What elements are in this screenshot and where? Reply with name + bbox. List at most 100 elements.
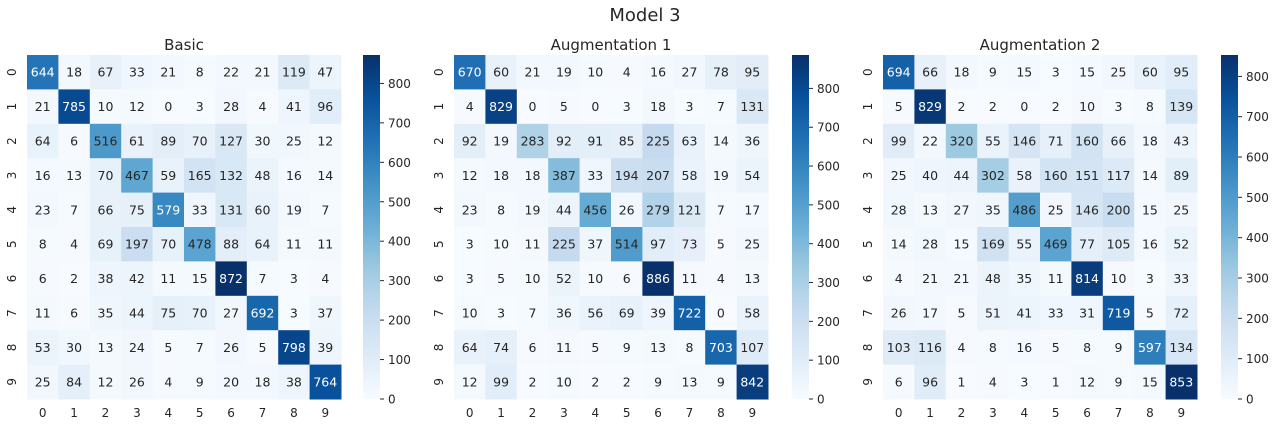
heatmap-cell — [309, 55, 342, 90]
cell-value-label: 6 — [623, 271, 631, 286]
y-tick-label: 9 — [432, 378, 446, 386]
cell-value-label: 11 — [525, 237, 541, 252]
heatmap-cell — [1102, 364, 1135, 400]
cell-value-label: 146 — [1075, 202, 1099, 217]
heatmap-cell — [309, 89, 342, 125]
heatmap-cell — [736, 192, 769, 228]
heatmap-cell — [611, 55, 643, 90]
cell-value-label: 3 — [623, 99, 631, 114]
cell-value-label: 5 — [895, 99, 903, 114]
cell-value-label: 27 — [682, 65, 698, 80]
cell-value-label: 3 — [1146, 271, 1154, 286]
heatmap-cell — [1040, 123, 1072, 159]
cell-value-label: 320 — [950, 134, 974, 149]
heatmap-cell — [516, 123, 549, 159]
cell-value-label: 37 — [587, 237, 603, 252]
heatmap-cell — [883, 227, 915, 262]
y-tick-label: 0 — [861, 68, 875, 76]
heatmap-cell — [736, 123, 769, 159]
heatmap-cell — [27, 295, 59, 331]
cell-value-label: 200 — [1107, 202, 1131, 217]
cell-value-label: 9 — [989, 65, 997, 80]
cell-value-label: 0 — [164, 99, 172, 114]
cell-value-label: 44 — [556, 202, 572, 217]
heatmap-cell — [27, 261, 59, 297]
cell-value-label: 478 — [188, 237, 212, 252]
heatmap-cell — [215, 295, 248, 331]
heatmap-cell — [548, 295, 581, 331]
cell-value-label: 0 — [591, 99, 599, 114]
heatmap-cell — [184, 55, 216, 90]
heatmap-cell — [705, 227, 738, 262]
heatmap-cell — [945, 89, 978, 125]
heatmap-cell — [705, 89, 738, 125]
heatmap-cell — [89, 123, 122, 159]
heatmap-cell — [611, 261, 643, 297]
cell-value-label: 25 — [1048, 202, 1064, 217]
x-tick-label: 4 — [164, 406, 172, 420]
cell-value-label: 70 — [192, 306, 208, 321]
cell-value-label: 7 — [196, 340, 204, 355]
cell-value-label: 95 — [744, 65, 760, 80]
heatmap-cell — [611, 89, 643, 125]
cell-value-label: 5 — [717, 237, 725, 252]
x-tick-label: 9 — [1177, 406, 1185, 420]
cell-value-label: 25 — [744, 237, 760, 252]
cell-value-label: 18 — [493, 168, 509, 183]
heatmap-cell — [121, 330, 154, 366]
cell-value-label: 21 — [35, 99, 51, 114]
cell-value-label: 30 — [255, 134, 271, 149]
heatmap-cell — [278, 364, 311, 400]
x-tick-label: 9 — [321, 406, 329, 420]
cell-value-label: 35 — [985, 202, 1001, 217]
cell-value-label: 127 — [219, 134, 243, 149]
heatmap-cell — [673, 227, 706, 262]
x-tick-label: 3 — [989, 406, 997, 420]
cell-value-label: 55 — [1016, 237, 1032, 252]
heatmap-cell — [611, 227, 643, 262]
x-tick-label: 0 — [466, 406, 474, 420]
heatmap-cell — [1040, 330, 1072, 366]
heatmap-cell — [883, 55, 915, 90]
heatmap-cell — [673, 364, 706, 400]
heatmap-cell — [883, 89, 915, 125]
cell-value-label: 13 — [682, 374, 698, 389]
heatmap-cell — [883, 158, 915, 194]
cell-value-label: 5 — [259, 340, 267, 355]
cell-value-label: 70 — [160, 237, 176, 252]
heatmap-cell — [516, 295, 549, 331]
cell-value-label: 514 — [615, 237, 639, 252]
y-tick-label: 1 — [5, 103, 19, 111]
heatmap-cell — [454, 295, 486, 331]
heatmap-cell — [485, 295, 518, 331]
x-tick-label: 2 — [529, 406, 537, 420]
heatmap-cell — [642, 261, 675, 297]
cell-value-label: 5 — [958, 306, 966, 321]
cell-value-label: 19 — [556, 65, 572, 80]
x-tick-label: 8 — [290, 406, 298, 420]
cell-value-label: 25 — [286, 134, 302, 149]
colorbar-tick-label: 200 — [388, 314, 411, 328]
cell-value-label: 798 — [282, 340, 306, 355]
cell-value-label: 8 — [196, 65, 204, 80]
cell-value-label: 18 — [954, 65, 970, 80]
cell-value-label: 11 — [35, 306, 51, 321]
heatmap-cell — [1134, 55, 1167, 90]
heatmap-cell — [58, 330, 91, 366]
heatmap-cell — [1071, 227, 1104, 262]
cell-value-label: 15 — [954, 237, 970, 252]
heatmap-cell — [977, 261, 1010, 297]
heatmap-cell — [278, 123, 311, 159]
cell-value-label: 12 — [317, 134, 333, 149]
x-tick-label: 8 — [1146, 406, 1154, 420]
colorbar-tick-label: 700 — [388, 116, 411, 130]
heatmap-cell — [883, 330, 915, 366]
heatmap-cell — [579, 330, 612, 366]
heatmap-cell — [611, 295, 643, 331]
heatmap-cell — [184, 227, 216, 262]
cell-value-label: 88 — [223, 237, 239, 252]
heatmap-cell — [548, 158, 581, 194]
heatmap-cell — [27, 330, 59, 366]
heatmap-cell — [736, 295, 769, 331]
cell-value-label: 7 — [529, 306, 537, 321]
